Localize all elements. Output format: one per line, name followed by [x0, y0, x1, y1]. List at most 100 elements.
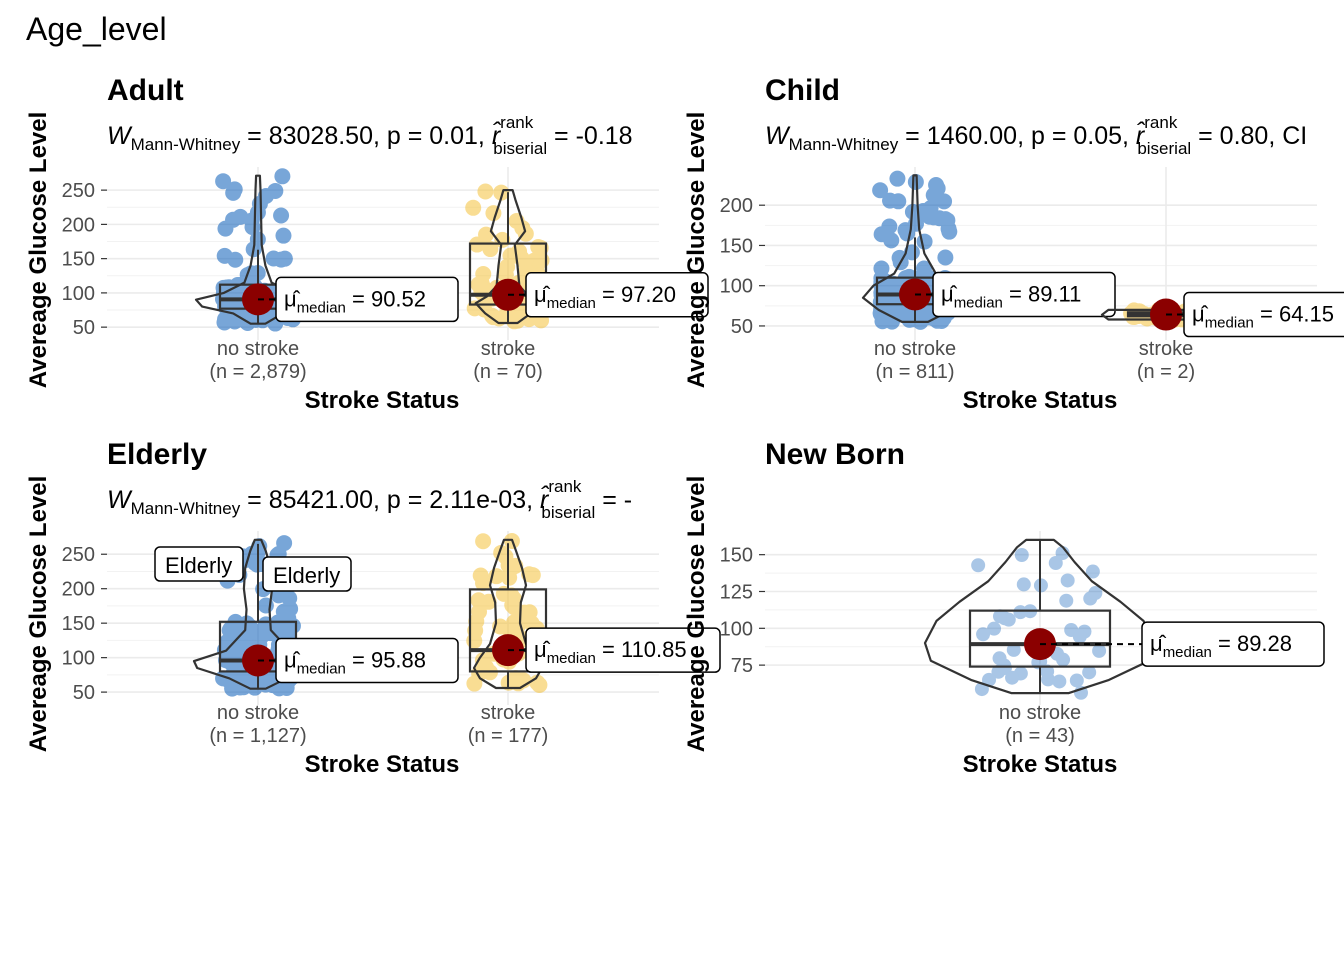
- data-point: [1006, 642, 1021, 657]
- median-label-text: μ̂median = 110.85: [534, 637, 687, 667]
- data-point: [880, 298, 897, 315]
- data-point: [232, 208, 249, 225]
- data-point: [516, 253, 533, 270]
- y-axis-label: Avereage Glucose Level: [683, 476, 710, 753]
- data-point: [475, 575, 492, 592]
- data-point: [1085, 564, 1100, 579]
- y-tick-label: 100: [720, 618, 753, 640]
- data-point: [880, 280, 897, 297]
- y-tick-label: 150: [720, 545, 753, 567]
- x-axis-label: Stroke Status: [305, 387, 460, 414]
- data-point: [971, 558, 986, 573]
- panel-elderly: Elderly WMann-Whitney = 85421.00, p = 2.…: [25, 438, 721, 778]
- y-tick-label: 250: [62, 544, 95, 566]
- data-point: [1060, 573, 1075, 588]
- data-point: [997, 660, 1012, 675]
- panel-new-born: New Born Stroke Status Avereage Glucose …: [683, 438, 1325, 778]
- data-point: [1082, 665, 1097, 680]
- data-point: [226, 313, 243, 330]
- data-point: [471, 603, 488, 620]
- y-tick-label: 250: [62, 180, 95, 202]
- data-point: [249, 231, 266, 248]
- subtitle-effect-sup: rank: [500, 113, 534, 132]
- outlier-label-box: [154, 546, 244, 582]
- panel-subtitle: WMann-Whitney = 1460.00, p = 0.05, r̂ran…: [765, 113, 1307, 158]
- data-point: [284, 617, 301, 634]
- subtitle-stat: W: [765, 122, 791, 150]
- median-label: μ̂median = 89.11: [915, 271, 1116, 318]
- x-tick-count: (n = 811): [875, 361, 954, 383]
- data-point: [215, 173, 232, 190]
- data-point: [872, 182, 889, 199]
- data-point: [889, 170, 906, 187]
- figure-title: Age_level: [26, 11, 167, 47]
- panel-title: Elderly: [107, 438, 207, 471]
- data-point: [901, 311, 918, 328]
- subtitle-stat: W: [107, 486, 133, 514]
- subtitle-effect-rest: = -0.18: [547, 122, 632, 150]
- data-point: [1013, 666, 1028, 681]
- x-tick-count: (n = 2): [1137, 361, 1195, 383]
- data-point: [1088, 586, 1103, 601]
- data-point: [238, 623, 255, 640]
- x-tick-label: stroke: [481, 338, 535, 360]
- median-label-box: [275, 276, 459, 323]
- median-label-text: μ̂median = 90.52: [284, 286, 426, 316]
- data-point: [899, 225, 916, 242]
- median-label: μ̂median = 95.88: [258, 637, 459, 684]
- data-point: [276, 535, 293, 552]
- median-label-box: [525, 272, 709, 318]
- data-point: [502, 561, 519, 578]
- subtitle-effect-sub: biserial: [493, 139, 547, 158]
- data-point: [1064, 623, 1079, 638]
- subtitle-effect-sub: biserial: [541, 503, 595, 522]
- subtitle-stat-sub: Mann-Whitney: [131, 135, 241, 154]
- subtitle-effect-rest: = -: [595, 486, 632, 514]
- subtitle-stat-sub: Mann-Whitney: [131, 499, 241, 518]
- outlier-label-text: Elderly: [165, 553, 232, 578]
- y-tick-label: 200: [62, 579, 95, 601]
- subtitle-rest: = 1460.00, p = 0.05,: [898, 122, 1136, 150]
- median-label: μ̂median = 90.52: [258, 276, 459, 323]
- data-point: [475, 533, 492, 550]
- median-label-text: μ̂median = 89.28: [1150, 631, 1292, 661]
- data-point: [482, 241, 499, 258]
- y-axis-label: Avereage Glucose Level: [25, 112, 52, 389]
- outlier-label-text: Elderly: [273, 563, 340, 588]
- data-point: [273, 207, 290, 224]
- y-tick-label: 75: [731, 655, 753, 677]
- y-tick-label: 100: [62, 648, 95, 670]
- subtitle-stat-sub: Mann-Whitney: [789, 135, 899, 154]
- data-point: [1041, 672, 1056, 687]
- subtitle-effect-sub: biserial: [1137, 139, 1191, 158]
- data-point: [466, 632, 483, 649]
- data-point: [1059, 593, 1074, 608]
- y-tick-label: 150: [62, 249, 95, 271]
- data-point: [982, 672, 997, 687]
- data-point: [1077, 624, 1092, 639]
- data-point: [991, 664, 1006, 679]
- x-tick-label: no stroke: [217, 702, 299, 724]
- y-tick-label: 150: [62, 613, 95, 635]
- data-point: [499, 258, 516, 275]
- data-point: [478, 659, 495, 676]
- panel-subtitle: WMann-Whitney = 83028.50, p = 0.01, r̂ra…: [107, 113, 633, 158]
- data-point: [997, 611, 1012, 626]
- x-axis-label: Stroke Status: [305, 751, 460, 778]
- subtitle-rest: = 83028.50, p = 0.01,: [240, 122, 492, 150]
- median-label-box: [1183, 291, 1344, 338]
- data-point: [1072, 629, 1087, 644]
- y-tick-label: 125: [720, 581, 753, 603]
- x-tick-label: no stroke: [217, 338, 299, 360]
- data-point: [265, 250, 282, 267]
- median-label-box: [932, 271, 1116, 318]
- data-point: [1056, 652, 1071, 667]
- median-label-box: [525, 627, 721, 673]
- panel-title: Child: [765, 74, 840, 107]
- y-tick-label: 50: [731, 316, 753, 338]
- data-point: [226, 181, 243, 198]
- median-label-text: μ̂median = 95.88: [284, 647, 426, 677]
- y-tick-label: 150: [720, 235, 753, 257]
- data-point: [992, 609, 1007, 624]
